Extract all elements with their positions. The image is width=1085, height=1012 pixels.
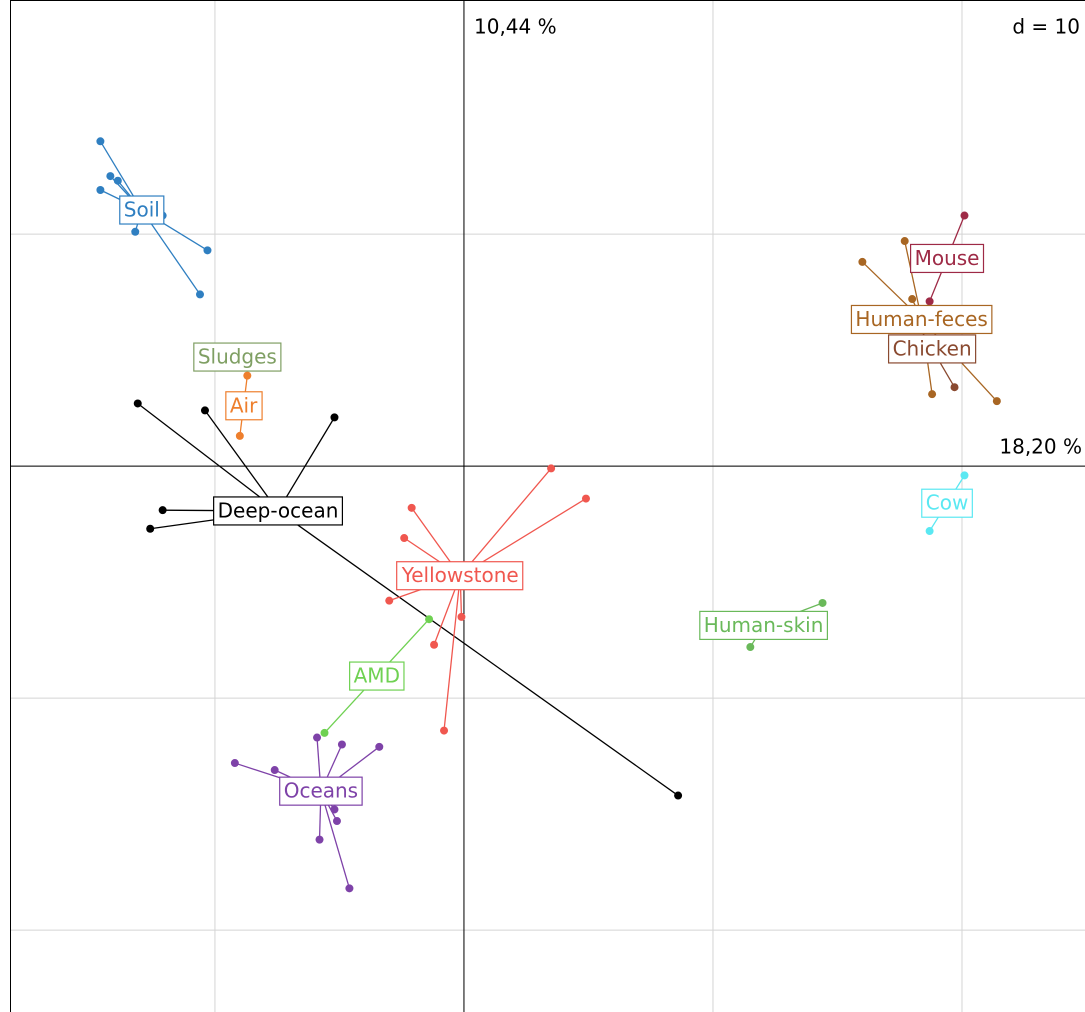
- point: [581, 494, 590, 503]
- point: [547, 464, 556, 473]
- group-label: Chicken: [893, 336, 972, 360]
- point: [457, 612, 466, 621]
- point: [203, 246, 212, 255]
- point: [407, 503, 416, 512]
- star-line: [443, 575, 461, 731]
- point: [235, 431, 244, 440]
- label-box: [850, 304, 993, 335]
- label-box: [909, 243, 985, 274]
- point: [950, 383, 959, 392]
- point: [96, 186, 105, 195]
- group-label: Oceans: [284, 779, 358, 803]
- point: [146, 524, 155, 533]
- label-box: [225, 391, 263, 421]
- star-line: [320, 790, 351, 889]
- point: [960, 211, 969, 220]
- point: [746, 643, 755, 652]
- group-label: Air: [230, 393, 258, 417]
- point: [230, 759, 239, 768]
- point: [195, 290, 204, 299]
- point: [330, 413, 339, 422]
- point: [133, 399, 142, 408]
- grid: [10, 0, 1085, 1012]
- group-label: Soil: [124, 198, 160, 222]
- point: [674, 791, 683, 800]
- point: [200, 406, 209, 415]
- point: [243, 371, 252, 380]
- group-label: Human-skin: [704, 613, 824, 637]
- point: [313, 733, 322, 742]
- point: [818, 598, 827, 607]
- point: [96, 137, 105, 146]
- point: [158, 506, 167, 515]
- group-label: Deep-ocean: [218, 498, 339, 522]
- label-box: [193, 342, 282, 372]
- point: [908, 295, 917, 304]
- point: [925, 297, 934, 306]
- group-label: Cow: [926, 491, 969, 515]
- label-box: [213, 496, 344, 526]
- label-box: [396, 561, 524, 591]
- group-label: Yellowstone: [401, 563, 519, 587]
- point: [320, 728, 329, 737]
- star-line: [204, 410, 279, 512]
- star-line: [459, 467, 552, 577]
- point: [315, 835, 324, 844]
- star-line: [277, 510, 679, 797]
- y-axis-label: 10,44 %: [474, 15, 557, 39]
- star-line: [277, 417, 336, 512]
- label-box: [119, 195, 165, 225]
- frame: [10, 0, 1085, 1012]
- point: [425, 615, 434, 624]
- point: [400, 534, 409, 543]
- point: [375, 742, 384, 751]
- point: [337, 740, 346, 749]
- point: [332, 817, 341, 826]
- point: [925, 527, 934, 536]
- group-label: Human-feces: [855, 307, 987, 331]
- group-label: Mouse: [915, 246, 980, 270]
- label-box: [279, 776, 363, 806]
- point: [858, 257, 867, 266]
- point: [960, 471, 969, 480]
- point: [131, 227, 140, 236]
- point: [270, 766, 279, 775]
- label-box: [349, 661, 405, 691]
- point: [113, 176, 122, 185]
- point: [106, 172, 115, 181]
- group-label: AMD: [354, 664, 400, 688]
- point: [385, 596, 394, 605]
- label-box: [699, 610, 829, 641]
- x-axis-label: 18,20 %: [999, 435, 1082, 459]
- point: [992, 397, 1001, 406]
- point: [928, 390, 937, 399]
- star-line: [137, 402, 279, 512]
- label-box: [887, 334, 977, 364]
- scale-label: d = 10: [1012, 15, 1080, 39]
- point: [440, 726, 449, 735]
- point: [430, 640, 439, 649]
- label-box: [921, 488, 973, 518]
- point: [345, 884, 354, 893]
- group-label: Sludges: [198, 345, 277, 369]
- labels: Soil Sludges Air Deep-ocean Yellowstone AMD Oc…: [119, 195, 993, 806]
- point: [900, 237, 909, 246]
